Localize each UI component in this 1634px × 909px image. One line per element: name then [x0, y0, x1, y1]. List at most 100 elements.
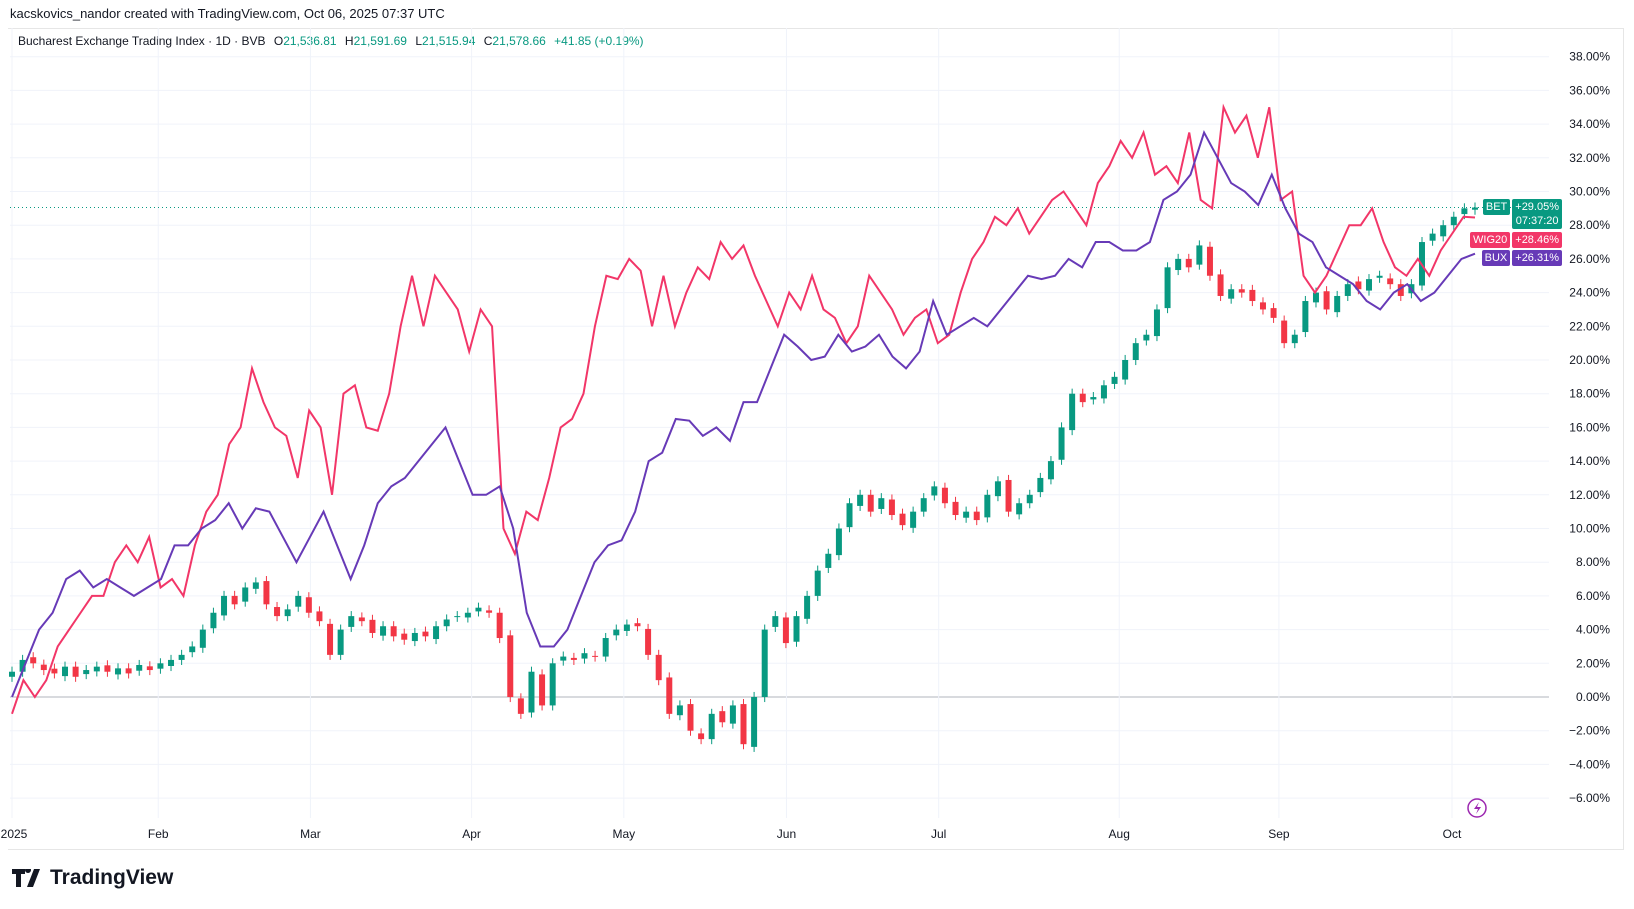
bet-candle [1472, 207, 1478, 210]
bet-candle [178, 654, 185, 660]
tradingview-logo[interactable]: TradingView [12, 866, 173, 890]
bet-candle [910, 511, 917, 528]
bet-candle [83, 670, 90, 675]
bet-candle [1069, 393, 1076, 431]
bet-candle [708, 713, 715, 740]
x-tick-label: Feb [148, 827, 169, 841]
chart-pane[interactable] [8, 28, 1624, 850]
bet-candle [104, 665, 111, 672]
bet-candle [369, 619, 376, 633]
bet-candle [1122, 360, 1129, 380]
bet-candle [645, 628, 652, 655]
y-tick-label: 32.00% [1569, 151, 1610, 165]
bet-candle [348, 616, 355, 627]
low-label: L [415, 34, 423, 48]
y-tick-label: 26.00% [1569, 252, 1610, 266]
bet-candle [878, 498, 885, 509]
bet-candle [1111, 376, 1118, 384]
bet-candle [1026, 494, 1033, 504]
bet-candle [411, 632, 418, 642]
bet-candle [1238, 289, 1245, 293]
bet-candle [305, 597, 312, 613]
bet-candle [380, 626, 387, 636]
bet-candle [62, 666, 69, 677]
bet-candle [1164, 267, 1171, 309]
bet-candle [274, 607, 281, 617]
bux-tag-name: BUX [1481, 250, 1511, 266]
bet-candle [1344, 284, 1351, 296]
bet-candle [931, 486, 938, 496]
y-tick-label: −4.00% [1569, 757, 1610, 771]
bet-candle [93, 666, 100, 672]
bet-candle [888, 499, 895, 516]
bet-candle [475, 607, 482, 612]
bet-candle [189, 646, 196, 653]
y-tick-label: 16.00% [1569, 420, 1610, 434]
bet-candle [157, 663, 164, 669]
logo-text: TradingView [50, 866, 174, 889]
bet-candle [199, 629, 206, 648]
interval: 1D [215, 34, 231, 48]
bet-candle [337, 629, 344, 655]
y-tick-label: −2.00% [1569, 724, 1610, 738]
y-tick-label: 12.00% [1569, 488, 1610, 502]
bet-candle [146, 666, 153, 671]
high-label: H [344, 34, 354, 48]
y-tick-label: 34.00% [1569, 117, 1610, 131]
wig20-line [11, 103, 1476, 715]
chart-credit: kacskovics_nandor created with TradingVi… [10, 6, 445, 21]
bet-candle [1259, 302, 1266, 310]
bet-candle [1090, 397, 1097, 400]
bet-candle [984, 494, 991, 518]
bet-candle [782, 617, 789, 644]
low-value: 21,515.94 [422, 34, 476, 48]
bet-candle [857, 494, 864, 506]
bet-candle [401, 633, 408, 640]
bet-candle [804, 595, 811, 619]
x-tick-label: Sep [1268, 827, 1290, 841]
bet-candle [1153, 309, 1160, 337]
bet-candle [231, 595, 238, 605]
symbol-legend: Bucharest Exchange Trading Index · 1D · … [18, 34, 644, 48]
y-tick-label: 24.00% [1569, 286, 1610, 300]
x-tick-label: Oct [1443, 827, 1462, 841]
bet-candle [316, 611, 323, 622]
bet-time: 07:37:20 [1515, 215, 1559, 227]
change-value: +41.85 (+0.19%) [554, 34, 644, 48]
wig20-tag-value: +28.46% [1512, 232, 1562, 248]
bet-candle [539, 674, 546, 706]
bet-tag-value: +29.05% 07:37:20 [1512, 199, 1562, 229]
bet-candle [814, 570, 821, 596]
x-tick-label: Apr [462, 827, 481, 841]
bet-candle [1196, 245, 1203, 265]
bet-candle [772, 616, 779, 627]
bet-candle [719, 711, 726, 723]
y-tick-label: 10.00% [1569, 522, 1610, 536]
bet-candle [899, 513, 906, 526]
wig20-tag-name: WIG20 [1470, 232, 1511, 248]
bet-candle [729, 705, 736, 724]
bet-candle [210, 612, 217, 629]
y-tick-label: 18.00% [1569, 387, 1610, 401]
bet-candle [1016, 503, 1023, 515]
bet-candle [761, 629, 768, 697]
x-tick-label: May [612, 827, 635, 841]
bet-candle [263, 581, 270, 605]
y-tick-label: 4.00% [1576, 623, 1610, 637]
x-tick-label: Aug [1109, 827, 1130, 841]
bet-candle [1291, 334, 1298, 344]
bet-candle [581, 653, 588, 659]
tradingview-logo-icon [12, 869, 40, 887]
open-label: O [273, 34, 284, 48]
bet-candle [793, 616, 800, 642]
bet-candle [486, 610, 493, 613]
bet-candle [295, 595, 302, 607]
bet-candle [433, 626, 440, 640]
bet-candle [390, 626, 397, 637]
exchange: BVB [241, 34, 266, 48]
bet-candle [1429, 233, 1436, 241]
bet-candle [1228, 289, 1235, 299]
bet-candle [1323, 291, 1330, 310]
bet-candle [1450, 216, 1457, 226]
